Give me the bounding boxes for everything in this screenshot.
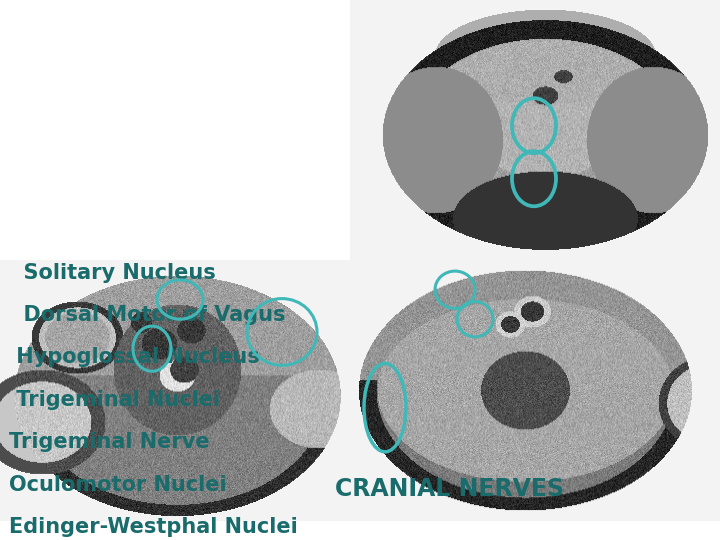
- Text: Trigeminal Nuclei: Trigeminal Nuclei: [9, 390, 220, 410]
- Text: Oculomotor Nuclei: Oculomotor Nuclei: [9, 475, 226, 495]
- Text: Solitary Nucleus: Solitary Nucleus: [9, 262, 215, 282]
- Text: Edinger-Westphal Nuclei: Edinger-Westphal Nuclei: [9, 517, 297, 537]
- Text: CRANIAL NERVES: CRANIAL NERVES: [336, 477, 564, 501]
- Text: Trigeminal Nerve: Trigeminal Nerve: [9, 433, 210, 453]
- Text: Hypoglossal Nucleus: Hypoglossal Nucleus: [9, 347, 259, 367]
- Text: Dorsal Motor of Vagus: Dorsal Motor of Vagus: [9, 305, 285, 325]
